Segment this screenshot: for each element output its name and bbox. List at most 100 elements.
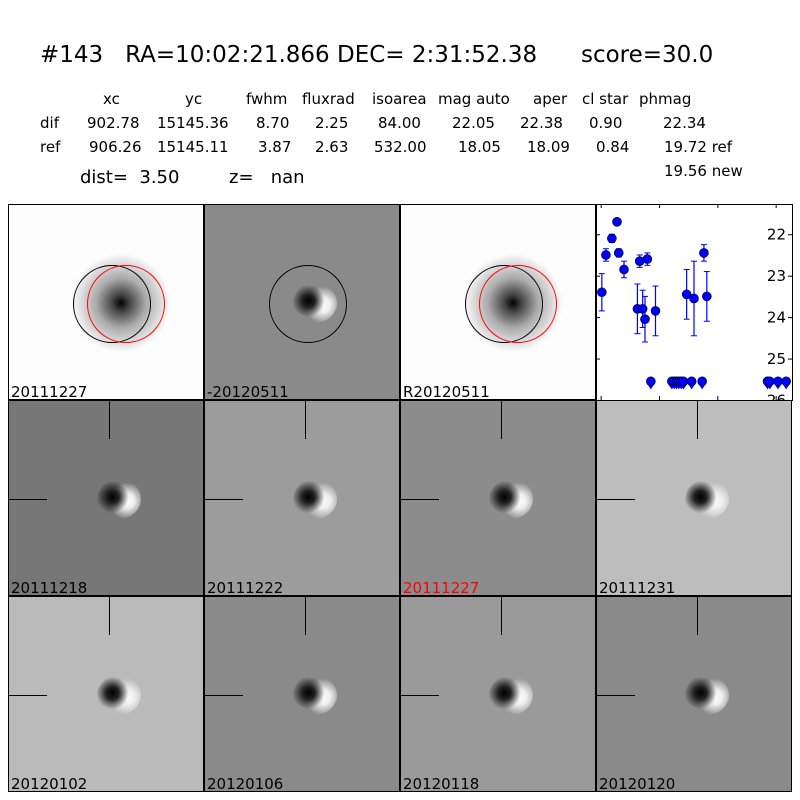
crosshair-line xyxy=(109,401,110,439)
crosshair-line xyxy=(401,695,439,696)
table-cell: 906.26 xyxy=(89,138,142,156)
crosshair-line xyxy=(205,695,243,696)
table-cell: 0.90 xyxy=(589,114,623,132)
image-stamp: 20111227 xyxy=(8,204,204,400)
data-point xyxy=(642,254,653,264)
row-label: ref xyxy=(40,138,61,156)
upper-limit-point xyxy=(646,376,656,387)
page-title: #143 RA=10:02:21.866 DEC= 2:31:52.38 sco… xyxy=(40,42,714,68)
image-stamp: 20111227 xyxy=(400,400,596,596)
upper-limit-point xyxy=(773,376,783,387)
stamp-date-label: 20111227 xyxy=(403,579,480,596)
crosshair-line xyxy=(305,597,306,635)
y-tick-label: 24 xyxy=(767,309,786,327)
data-point xyxy=(601,250,611,260)
data-point xyxy=(650,306,661,316)
data-point xyxy=(613,248,624,258)
data-point xyxy=(619,264,629,275)
crosshair-line xyxy=(205,499,243,500)
table-cell: 15145.36 xyxy=(157,114,229,132)
table-cell: 0.84 xyxy=(596,138,630,156)
column-header: isoarea xyxy=(372,90,427,108)
image-stamp: -20120511 xyxy=(204,204,400,400)
dist-value: dist= 3.50 xyxy=(80,167,180,188)
table-cell: 532.00 xyxy=(374,138,427,156)
column-header: phmag xyxy=(639,90,692,108)
source-blob xyxy=(97,675,141,715)
stamp-date-label: 20111227 xyxy=(11,383,88,400)
data-point xyxy=(702,291,712,302)
image-stamp: 20111218 xyxy=(8,400,204,596)
image-stamp: R20120511 xyxy=(400,204,596,400)
light-curve-chart: 0501001502223242526 xyxy=(596,204,793,401)
source-blob xyxy=(685,675,729,715)
source-blob xyxy=(489,479,533,519)
y-tick-label: 25 xyxy=(767,350,786,368)
column-header: aper xyxy=(533,90,568,108)
stamp-date-label: 20111222 xyxy=(207,579,284,596)
image-stamp: 20111222 xyxy=(204,400,400,596)
crosshair-line xyxy=(697,401,698,439)
source-blob xyxy=(293,479,337,519)
crosshair-line xyxy=(401,499,439,500)
image-stamp: 20120106 xyxy=(204,596,400,792)
phmag-new: 19.56 new xyxy=(664,162,743,180)
column-header: fwhm xyxy=(246,90,288,108)
table-cell: 2.63 xyxy=(315,138,349,156)
crosshair-line xyxy=(597,499,635,500)
source-blob xyxy=(97,479,141,519)
crosshair-line xyxy=(501,401,502,439)
column-header: xc xyxy=(103,90,120,108)
red-aperture-circle xyxy=(479,265,557,343)
crosshair-line xyxy=(9,499,47,500)
crosshair-line xyxy=(597,695,635,696)
source-blob xyxy=(489,675,533,715)
table-cell: 22.34 xyxy=(663,114,706,132)
data-point xyxy=(637,304,648,314)
data-point xyxy=(681,289,692,300)
stamp-date-label: 20111231 xyxy=(599,579,676,596)
stamp-date-label: 20111218 xyxy=(11,579,88,596)
black-aperture-circle xyxy=(269,265,347,343)
table-cell: 2.25 xyxy=(315,114,349,132)
table-cell: 3.87 xyxy=(258,138,292,156)
crosshair-line xyxy=(697,597,698,635)
data-point xyxy=(640,314,650,324)
upper-limit-point xyxy=(765,376,775,387)
column-header: yc xyxy=(185,90,203,108)
image-stamp: 20111231 xyxy=(596,400,792,596)
crosshair-line xyxy=(109,597,110,635)
table-cell: 22.05 xyxy=(452,114,495,132)
upper-limit-point xyxy=(781,376,791,387)
table-cell: 84.00 xyxy=(378,114,421,132)
stamp-date-label: 20120102 xyxy=(11,775,88,792)
upper-limit-point xyxy=(678,376,689,387)
stamp-date-label: 20120120 xyxy=(599,775,676,792)
data-point xyxy=(607,233,617,244)
red-aperture-circle xyxy=(87,265,165,343)
stamp-date-label: -20120511 xyxy=(207,383,289,400)
table-cell: 18.09 xyxy=(527,138,570,156)
data-point xyxy=(699,248,709,258)
table-cell: 19.72 ref xyxy=(664,138,733,156)
table-cell: 18.05 xyxy=(458,138,501,156)
stamp-date-label: 20120118 xyxy=(403,775,480,792)
stamp-date-label: 20120106 xyxy=(207,775,284,792)
table-cell: 15145.11 xyxy=(157,138,229,156)
column-header: fluxrad xyxy=(302,90,355,108)
crosshair-line xyxy=(305,401,306,439)
column-header: mag auto xyxy=(438,90,510,108)
table-cell: 902.78 xyxy=(87,114,140,132)
data-point xyxy=(597,287,607,298)
upper-limit-point xyxy=(686,376,697,387)
table-cell: 8.70 xyxy=(256,114,290,132)
y-tick-label: 26 xyxy=(767,392,786,402)
row-label: dif xyxy=(40,114,59,132)
crosshair-line xyxy=(9,695,47,696)
upper-limit-point xyxy=(697,376,707,387)
image-stamp: 20120118 xyxy=(400,596,596,792)
image-stamp: 20120120 xyxy=(596,596,792,792)
table-cell: 22.38 xyxy=(520,114,563,132)
data-point xyxy=(612,217,622,227)
